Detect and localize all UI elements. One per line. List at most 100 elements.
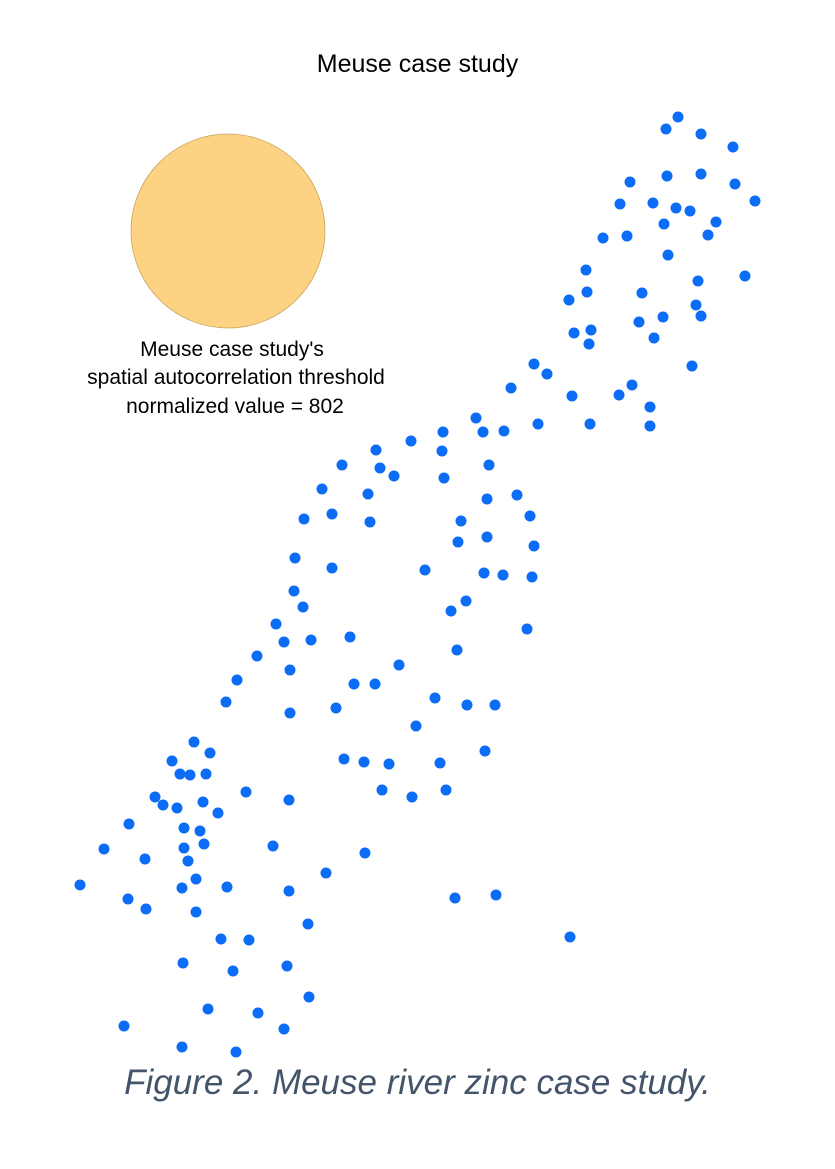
data-point-51 <box>336 459 348 471</box>
data-point-100 <box>174 768 186 780</box>
data-point-108 <box>149 791 161 803</box>
chart-title: Meuse case study <box>316 50 519 78</box>
data-points <box>74 111 761 1058</box>
data-point-104 <box>338 753 350 765</box>
data-point-73 <box>526 571 538 583</box>
data-point-0 <box>672 111 684 123</box>
data-point-124 <box>267 840 279 852</box>
data-point-109 <box>157 799 169 811</box>
data-point-148 <box>252 1007 264 1019</box>
data-point-151 <box>176 1041 188 1053</box>
data-point-6 <box>695 168 707 180</box>
data-point-116 <box>440 784 452 796</box>
data-point-29 <box>633 316 645 328</box>
data-point-19 <box>580 264 592 276</box>
data-point-103 <box>479 745 491 757</box>
data-point-34 <box>541 368 553 380</box>
data-point-65 <box>452 536 464 548</box>
data-point-102 <box>200 768 212 780</box>
data-point-55 <box>438 472 450 484</box>
data-point-110 <box>171 802 183 814</box>
data-point-139 <box>302 918 314 930</box>
data-point-85 <box>284 664 296 676</box>
data-point-133 <box>283 885 295 897</box>
data-point-4 <box>624 176 636 188</box>
figure-caption: Figure 2. Meuse river zinc case study. <box>124 1063 711 1102</box>
data-point-98 <box>204 747 216 759</box>
data-point-66 <box>481 531 493 543</box>
data-point-50 <box>436 445 448 457</box>
data-point-1 <box>660 123 672 135</box>
data-point-70 <box>419 564 431 576</box>
data-point-80 <box>278 636 290 648</box>
data-point-111 <box>197 796 209 808</box>
data-point-71 <box>478 567 490 579</box>
data-point-87 <box>231 674 243 686</box>
data-point-43 <box>437 426 449 438</box>
data-point-123 <box>178 842 190 854</box>
data-point-60 <box>298 513 310 525</box>
data-point-59 <box>511 489 523 501</box>
data-point-23 <box>563 294 575 306</box>
data-point-115 <box>406 791 418 803</box>
data-point-127 <box>359 847 371 859</box>
data-point-79 <box>521 623 533 635</box>
data-point-134 <box>122 893 134 905</box>
data-point-5 <box>661 170 673 182</box>
data-point-48 <box>405 435 417 447</box>
data-point-136 <box>490 889 502 901</box>
data-point-52 <box>374 462 386 474</box>
data-point-140 <box>215 933 227 945</box>
data-point-45 <box>498 425 510 437</box>
data-point-16 <box>621 230 633 242</box>
data-point-114 <box>376 784 388 796</box>
legend-circle-symbol <box>130 133 326 329</box>
data-point-3 <box>727 141 739 153</box>
data-point-144 <box>281 960 293 972</box>
data-point-86 <box>393 659 405 671</box>
data-point-97 <box>188 736 200 748</box>
data-point-99 <box>166 755 178 767</box>
data-point-146 <box>303 991 315 1003</box>
legend-label-line-1: Meuse case study's <box>140 338 324 361</box>
data-point-141 <box>243 934 255 946</box>
data-point-40 <box>644 401 656 413</box>
data-point-130 <box>190 873 202 885</box>
data-point-38 <box>626 379 638 391</box>
data-point-8 <box>749 195 761 207</box>
data-point-72 <box>497 569 509 581</box>
data-point-125 <box>139 853 151 865</box>
data-point-126 <box>182 855 194 867</box>
data-point-24 <box>636 287 648 299</box>
data-point-22 <box>581 286 593 298</box>
data-point-49 <box>370 444 382 456</box>
data-point-33 <box>528 358 540 370</box>
data-point-132 <box>221 881 233 893</box>
data-point-105 <box>358 756 370 768</box>
data-point-138 <box>190 906 202 918</box>
data-point-62 <box>364 516 376 528</box>
data-point-37 <box>566 390 578 402</box>
data-point-137 <box>140 903 152 915</box>
data-point-94 <box>489 699 501 711</box>
data-point-18 <box>662 249 674 261</box>
data-point-64 <box>524 510 536 522</box>
data-point-30 <box>695 310 707 322</box>
data-point-81 <box>305 634 317 646</box>
data-point-12 <box>684 205 696 217</box>
data-point-36 <box>505 382 517 394</box>
data-point-121 <box>98 843 110 855</box>
data-point-145 <box>227 965 239 977</box>
data-point-68 <box>528 540 540 552</box>
data-point-117 <box>212 807 224 819</box>
data-point-150 <box>278 1023 290 1035</box>
legend-label-line-2: spatial autocorrelation threshold <box>87 366 385 389</box>
data-point-15 <box>597 232 609 244</box>
data-point-58 <box>481 493 493 505</box>
legend: Meuse case study's spatial autocorrelati… <box>87 133 385 418</box>
data-point-90 <box>220 696 232 708</box>
data-point-147 <box>202 1003 214 1015</box>
data-point-77 <box>445 605 457 617</box>
data-point-10 <box>647 197 659 209</box>
